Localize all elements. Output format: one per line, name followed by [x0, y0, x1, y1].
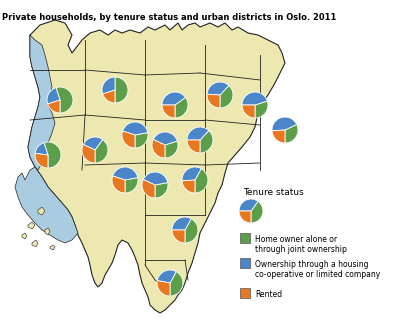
- Text: Rented: Rented: [255, 290, 282, 299]
- Wedge shape: [242, 105, 255, 118]
- Wedge shape: [44, 142, 61, 168]
- Wedge shape: [175, 97, 188, 118]
- Wedge shape: [172, 217, 191, 230]
- Wedge shape: [56, 87, 73, 113]
- Wedge shape: [187, 140, 200, 153]
- Wedge shape: [47, 88, 60, 104]
- Bar: [240, 258, 250, 268]
- Wedge shape: [135, 132, 148, 148]
- Polygon shape: [38, 207, 45, 215]
- Wedge shape: [187, 127, 209, 140]
- Polygon shape: [50, 245, 55, 250]
- Wedge shape: [162, 105, 175, 118]
- Wedge shape: [207, 82, 229, 95]
- Wedge shape: [170, 272, 183, 296]
- Wedge shape: [200, 131, 213, 153]
- Wedge shape: [155, 183, 168, 198]
- Wedge shape: [83, 137, 103, 150]
- Wedge shape: [103, 90, 115, 103]
- Polygon shape: [22, 233, 27, 239]
- Wedge shape: [152, 140, 165, 158]
- Wedge shape: [102, 77, 115, 94]
- Wedge shape: [255, 101, 268, 118]
- Wedge shape: [122, 131, 135, 148]
- Wedge shape: [123, 122, 148, 135]
- Wedge shape: [48, 100, 60, 113]
- Wedge shape: [172, 230, 185, 243]
- Wedge shape: [195, 169, 208, 193]
- Wedge shape: [220, 85, 233, 108]
- Wedge shape: [239, 211, 251, 223]
- Wedge shape: [142, 180, 155, 198]
- Wedge shape: [207, 94, 220, 108]
- Wedge shape: [157, 281, 170, 296]
- Wedge shape: [239, 199, 258, 211]
- Wedge shape: [35, 153, 48, 168]
- Wedge shape: [143, 172, 168, 185]
- Text: Private households, by tenure status and urban districts in Oslo. 2011: Private households, by tenure status and…: [2, 13, 336, 22]
- Wedge shape: [272, 130, 285, 143]
- Wedge shape: [35, 143, 48, 155]
- Text: Tenure status: Tenure status: [243, 188, 304, 197]
- Wedge shape: [157, 270, 176, 283]
- Wedge shape: [272, 117, 297, 131]
- Wedge shape: [115, 77, 128, 103]
- Wedge shape: [113, 167, 138, 180]
- Polygon shape: [15, 167, 78, 243]
- Wedge shape: [242, 92, 267, 105]
- Bar: [235, 183, 393, 311]
- Bar: [240, 233, 250, 243]
- Wedge shape: [162, 92, 186, 105]
- Wedge shape: [125, 178, 138, 193]
- Wedge shape: [112, 176, 125, 193]
- Wedge shape: [82, 144, 95, 163]
- Polygon shape: [28, 222, 35, 229]
- Wedge shape: [165, 141, 178, 158]
- Polygon shape: [32, 240, 38, 247]
- Polygon shape: [28, 20, 285, 313]
- Polygon shape: [28, 35, 55, 170]
- Text: Ownership through a housing
co-operative or limited company: Ownership through a housing co-operative…: [255, 260, 380, 279]
- Wedge shape: [95, 140, 108, 163]
- Wedge shape: [182, 180, 195, 193]
- Wedge shape: [182, 167, 201, 181]
- Wedge shape: [285, 124, 298, 143]
- Wedge shape: [185, 219, 198, 243]
- Text: Home owner alone or
through joint ownership: Home owner alone or through joint owners…: [255, 235, 347, 254]
- Wedge shape: [153, 132, 177, 145]
- Wedge shape: [251, 201, 263, 223]
- Bar: [240, 288, 250, 298]
- Polygon shape: [45, 228, 50, 235]
